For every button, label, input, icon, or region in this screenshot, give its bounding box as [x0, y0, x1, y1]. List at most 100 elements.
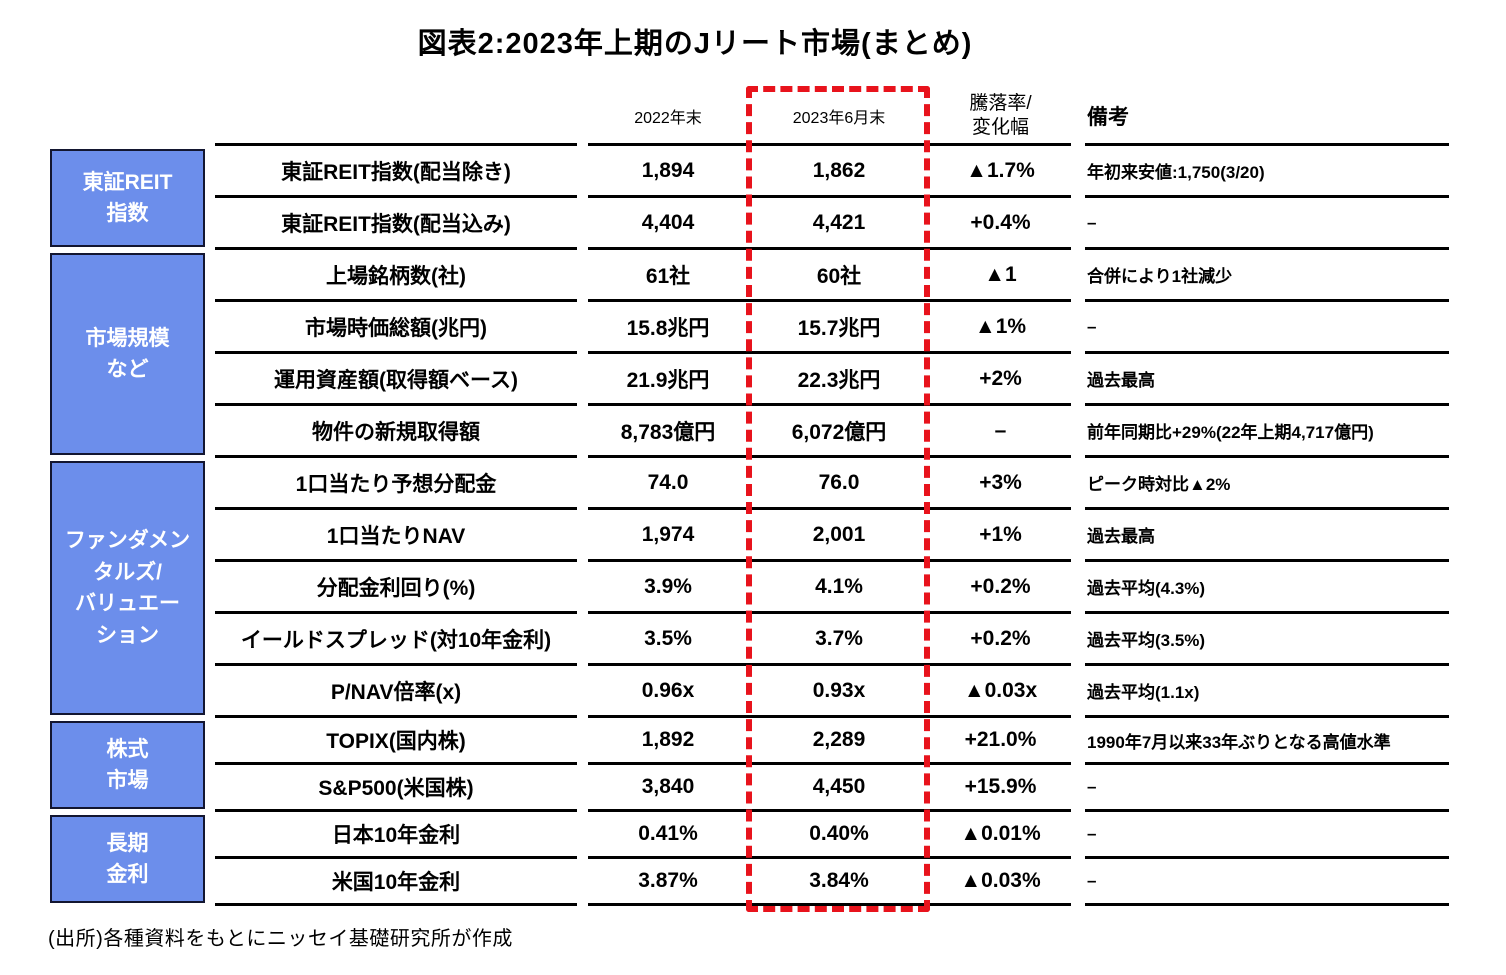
value-2023: 22.3兆円	[797, 368, 881, 392]
value-2022: 1,894	[641, 158, 695, 182]
row-remark: 合併により1社減少	[1085, 250, 1449, 302]
value-2023: 15.7兆円	[797, 316, 881, 340]
value-2023: 0.40%	[809, 822, 869, 845]
row-item-label: P/NAV倍率(x)	[215, 666, 577, 718]
row-values: 8,783億円 6,072億円 –	[588, 406, 1071, 458]
value-2022: 15.8兆円	[626, 316, 710, 340]
value-2022: 8,783億円	[620, 420, 716, 444]
row-remark: 前年同期比+29%(22年上期4,717億円)	[1085, 406, 1449, 458]
value-2022: 3.87%	[638, 869, 698, 892]
value-change: ▲1.7%	[966, 158, 1035, 182]
column-header-change: 騰落率/ 変化幅	[969, 92, 1032, 138]
row-values: 61社 60社 ▲1	[588, 250, 1071, 302]
value-2022: 0.41%	[638, 822, 698, 845]
value-2023: 3.84%	[809, 869, 869, 892]
figure-title: 図表2:2023年上期のJリート市場(まとめ)	[417, 28, 973, 60]
row-values: 3,840 4,450 +15.9%	[588, 765, 1071, 812]
value-2022: 61社	[645, 264, 691, 288]
table-row: 市場時価総額(兆円) 15.8兆円 15.7兆円 ▲1% –	[215, 302, 1449, 354]
value-2022: 3,840	[641, 775, 695, 798]
row-values: 1,974 2,001 +1%	[588, 510, 1071, 562]
value-change: ▲0.01%	[960, 822, 1041, 845]
value-change: +21.0%	[964, 728, 1037, 751]
value-2023: 60社	[816, 264, 862, 288]
value-change: –	[994, 418, 1007, 442]
value-2022: 0.96x	[641, 678, 695, 702]
row-item-label: TOPIX(国内株)	[215, 718, 577, 765]
group-label-long-term-rates: 長期 金利	[50, 815, 205, 903]
column-header-remarks: 備考	[1085, 88, 1449, 146]
value-2023: 3.7%	[815, 626, 863, 650]
row-item-label: 東証REIT指数(配当除き)	[215, 146, 577, 198]
value-change: +0.2%	[970, 574, 1031, 598]
value-2022: 3.5%	[644, 626, 692, 650]
table-row: S&P500(米国株) 3,840 4,450 +15.9% –	[215, 765, 1449, 812]
value-2023: 0.93x	[812, 678, 866, 702]
table-row: TOPIX(国内株) 1,892 2,289 +21.0% 1990年7月以来3…	[215, 718, 1449, 765]
row-remark: 年初来安値:1,750(3/20)	[1085, 146, 1449, 198]
source-note: (出所)各種資料をもとにニッセイ基礎研究所が作成	[48, 928, 513, 950]
row-item-label: 東証REIT指数(配当込み)	[215, 198, 577, 250]
table-row: 1口当たりNAV 1,974 2,001 +1% 過去最高	[215, 510, 1449, 562]
group-fundamentals: ファンダメン タルズ/ バリュエー ション 1口当たり予想分配金 74.0 76…	[50, 458, 1449, 718]
row-values: 15.8兆円 15.7兆円 ▲1%	[588, 302, 1071, 354]
row-values: 21.9兆円 22.3兆円 +2%	[588, 354, 1071, 406]
row-item-label: S&P500(米国株)	[215, 765, 577, 812]
group-label-tse-reit-index: 東証REIT 指数	[50, 149, 205, 247]
row-remark: 1990年7月以来33年ぶりとなる高値水準	[1085, 718, 1449, 765]
table-row: 東証REIT指数(配当除き) 1,894 1,862 ▲1.7% 年初来安値:1…	[215, 146, 1449, 198]
value-change: +15.9%	[964, 775, 1037, 798]
value-2023: 4,450	[812, 775, 866, 798]
value-2023: 4.1%	[815, 574, 863, 598]
table-row: 米国10年金利 3.87% 3.84% ▲0.03% –	[215, 859, 1449, 906]
value-2023: 4,421	[812, 210, 866, 234]
row-item-label: 物件の新規取得額	[215, 406, 577, 458]
row-values: 1,892 2,289 +21.0%	[588, 718, 1071, 765]
row-values: 3.87% 3.84% ▲0.03%	[588, 859, 1071, 906]
row-item-label: 上場銘柄数(社)	[215, 250, 577, 302]
value-2023: 2,289	[812, 728, 866, 751]
table-row: 上場銘柄数(社) 61社 60社 ▲1 合併により1社減少	[215, 250, 1449, 302]
value-2022: 1,892	[641, 728, 695, 751]
value-change: ▲0.03%	[960, 869, 1041, 892]
value-change: +3%	[979, 470, 1022, 494]
column-header-item	[215, 88, 577, 146]
row-remark: 過去最高	[1085, 354, 1449, 406]
value-change: +0.4%	[970, 210, 1031, 234]
row-item-label: イールドスプレッド(対10年金利)	[215, 614, 577, 666]
group-label-stock-market: 株式 市場	[50, 721, 205, 809]
row-item-label: 分配金利回り(%)	[215, 562, 577, 614]
table-row: 運用資産額(取得額ベース) 21.9兆円 22.3兆円 +2% 過去最高	[215, 354, 1449, 406]
row-values: 0.96x 0.93x ▲0.03x	[588, 666, 1071, 718]
row-values: 3.5% 3.7% +0.2%	[588, 614, 1071, 666]
value-2023: 6,072億円	[791, 420, 887, 444]
table-row: 日本10年金利 0.41% 0.40% ▲0.01% –	[215, 812, 1449, 859]
group-tse-reit-index: 東証REIT 指数 東証REIT指数(配当除き) 1,894 1,862 ▲1.…	[50, 146, 1449, 250]
group-long-term-rates: 長期 金利 日本10年金利 0.41% 0.40% ▲0.01% – 米国10年…	[50, 812, 1449, 906]
table-row: イールドスプレッド(対10年金利) 3.5% 3.7% +0.2% 過去平均(3…	[215, 614, 1449, 666]
row-item-label: 1口当たりNAV	[215, 510, 577, 562]
row-remark: –	[1085, 302, 1449, 354]
row-remark: ピーク時対比▲2%	[1085, 458, 1449, 510]
column-header-2022: 2022年末	[634, 109, 702, 127]
value-change: ▲0.03x	[963, 678, 1038, 702]
row-remark: 過去平均(1.1x)	[1085, 666, 1449, 718]
header-spacer	[50, 88, 215, 146]
row-item-label: 運用資産額(取得額ベース)	[215, 354, 577, 406]
value-2023: 1,862	[812, 158, 866, 182]
value-change: +0.2%	[970, 626, 1031, 650]
row-item-label: 米国10年金利	[215, 859, 577, 906]
group-rows: 1口当たり予想分配金 74.0 76.0 +3% ピーク時対比▲2% 1口当たり…	[215, 458, 1449, 718]
table-row: P/NAV倍率(x) 0.96x 0.93x ▲0.03x 過去平均(1.1x)	[215, 666, 1449, 718]
row-values: 1,894 1,862 ▲1.7%	[588, 146, 1071, 198]
value-2022: 74.0	[647, 470, 689, 494]
group-rows: TOPIX(国内株) 1,892 2,289 +21.0% 1990年7月以来3…	[215, 718, 1449, 812]
row-values: 74.0 76.0 +3%	[588, 458, 1071, 510]
value-2023: 2,001	[812, 522, 866, 546]
row-item-label: 1口当たり予想分配金	[215, 458, 577, 510]
row-remark: 過去最高	[1085, 510, 1449, 562]
row-values: 3.9% 4.1% +0.2%	[588, 562, 1071, 614]
value-2023: 76.0	[818, 470, 860, 494]
group-rows: 東証REIT指数(配当除き) 1,894 1,862 ▲1.7% 年初来安値:1…	[215, 146, 1449, 250]
